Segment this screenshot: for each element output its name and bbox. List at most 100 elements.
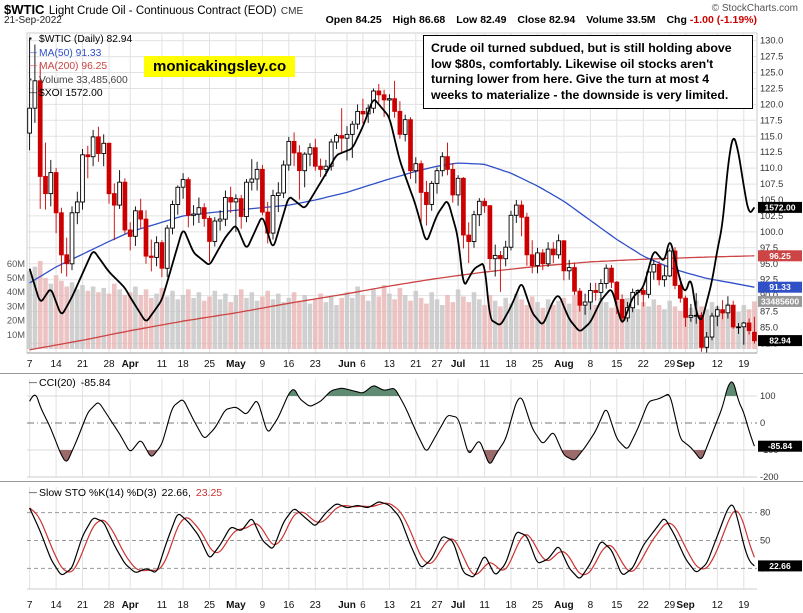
- svg-text:10M: 10M: [7, 330, 25, 340]
- svg-text:120.0: 120.0: [760, 99, 783, 109]
- svg-text:23: 23: [310, 359, 322, 370]
- svg-text:7: 7: [27, 359, 33, 370]
- legend-xoi-label: $XOI 1572.00: [39, 88, 103, 100]
- svg-text:11: 11: [479, 359, 490, 370]
- svg-text:28: 28: [103, 600, 115, 611]
- xoi-line-icon: —: [29, 88, 37, 98]
- chg-value: -1.00 (-1.19%): [689, 14, 757, 26]
- svg-text:20M: 20M: [7, 316, 25, 326]
- svg-text:Jul: Jul: [451, 359, 466, 370]
- open-value: 84.25: [355, 14, 382, 26]
- svg-text:100: 100: [760, 391, 776, 401]
- svg-text:125.0: 125.0: [760, 68, 783, 78]
- legend-ma200-label: MA(200) 96.25: [39, 61, 108, 73]
- svg-text:19: 19: [738, 359, 750, 370]
- svg-text:15: 15: [611, 600, 623, 611]
- svg-text:107.5: 107.5: [760, 179, 783, 189]
- svg-text:8: 8: [588, 359, 594, 370]
- svg-text:6: 6: [360, 600, 366, 611]
- svg-text:Aug: Aug: [554, 359, 573, 370]
- svg-text:25: 25: [204, 600, 216, 611]
- low-label: Low: [456, 14, 478, 26]
- svg-text:33485600: 33485600: [761, 296, 799, 306]
- svg-text:127.5: 127.5: [760, 52, 783, 62]
- cci-legend: — CCI(20) -85.84: [29, 377, 111, 389]
- chart-title: Light Crude Oil - Continuous Contract (E…: [48, 5, 277, 17]
- volume-value: 33.5M: [626, 14, 656, 26]
- svg-text:105.0: 105.0: [760, 195, 783, 205]
- svg-text:13: 13: [384, 600, 396, 611]
- sto-k-value: 22.66,: [161, 487, 191, 499]
- svg-text:-200: -200: [760, 472, 779, 481]
- legend-item-volume: ▪ Volume 33,485,600: [29, 74, 132, 88]
- close-label: Close: [517, 14, 546, 26]
- svg-text:21: 21: [77, 600, 89, 611]
- svg-text:18: 18: [178, 600, 190, 611]
- svg-text:80: 80: [760, 508, 770, 518]
- svg-text:Apr: Apr: [122, 359, 139, 370]
- svg-text:112.5: 112.5: [760, 147, 783, 157]
- svg-text:22.66: 22.66: [769, 561, 791, 571]
- svg-text:11: 11: [157, 359, 168, 370]
- svg-text:7: 7: [27, 600, 33, 611]
- svg-text:91.33: 91.33: [769, 282, 791, 292]
- annotation-note: Crude oil turned subdued, but is still h…: [423, 35, 753, 110]
- svg-text:96.25: 96.25: [769, 251, 791, 261]
- sto-label: Slow STO %K(14) %D(3): [39, 487, 157, 499]
- svg-text:May: May: [226, 359, 246, 370]
- svg-text:30M: 30M: [7, 301, 25, 311]
- legend-item-xoi: — $XOI 1572.00: [29, 87, 132, 101]
- svg-text:Jul: Jul: [451, 600, 466, 611]
- svg-text:50M: 50M: [7, 273, 25, 283]
- svg-text:14: 14: [51, 359, 63, 370]
- close-value: 82.94: [548, 14, 576, 26]
- svg-text:97.5: 97.5: [760, 243, 778, 253]
- watermark: monicakingsley.co: [144, 56, 296, 77]
- sto-d-value: 23.25: [195, 487, 223, 499]
- svg-text:117.5: 117.5: [760, 115, 783, 125]
- svg-text:110.0: 110.0: [760, 163, 783, 173]
- open-label: Open: [325, 14, 353, 26]
- volume-label: Volume: [586, 14, 624, 26]
- svg-text:Apr: Apr: [122, 600, 139, 611]
- svg-text:18: 18: [505, 359, 517, 370]
- svg-text:16: 16: [283, 359, 295, 370]
- svg-text:15: 15: [611, 359, 623, 370]
- volume-bars-icon: ▪: [29, 74, 32, 84]
- ma50-line-icon: —: [29, 47, 37, 57]
- sto-series-icon: —: [29, 488, 37, 497]
- svg-text:29: 29: [664, 359, 676, 370]
- svg-text:8: 8: [588, 600, 594, 611]
- svg-text:Sep: Sep: [676, 600, 694, 611]
- svg-text:27: 27: [431, 600, 443, 611]
- svg-text:87.5: 87.5: [760, 307, 778, 317]
- svg-text:6: 6: [360, 359, 366, 370]
- chart-legend: ▪ $WTIC (Daily) 82.94 — MA(50) 91.33 — MA(2…: [29, 33, 132, 101]
- cci-label: CCI(20): [39, 377, 76, 389]
- svg-text:12: 12: [712, 600, 724, 611]
- svg-text:21: 21: [410, 600, 422, 611]
- svg-text:9: 9: [260, 359, 266, 370]
- high-label: High: [392, 14, 416, 26]
- svg-text:102.5: 102.5: [760, 211, 783, 221]
- legend-volume-label: Volume 33,485,600: [39, 74, 128, 86]
- svg-text:100.0: 100.0: [760, 227, 783, 237]
- cci-value: -85.84: [80, 377, 111, 389]
- legend-item-wtic: ▪ $WTIC (Daily) 82.94: [29, 33, 132, 47]
- legend-ma50-label: MA(50) 91.33: [39, 47, 102, 59]
- svg-text:25: 25: [532, 600, 544, 611]
- svg-text:11: 11: [157, 600, 168, 611]
- exchange-label: CME: [280, 6, 304, 17]
- svg-text:Aug: Aug: [554, 600, 573, 611]
- svg-text:11: 11: [479, 600, 490, 611]
- ma200-line-icon: —: [29, 61, 37, 71]
- svg-text:18: 18: [505, 600, 517, 611]
- svg-text:130.0: 130.0: [760, 36, 783, 46]
- svg-text:13: 13: [384, 359, 396, 370]
- svg-text:28: 28: [103, 359, 115, 370]
- svg-text:21: 21: [77, 359, 89, 370]
- legend-item-ma50: — MA(50) 91.33: [29, 47, 132, 61]
- svg-text:22: 22: [638, 359, 650, 370]
- price-chart-svg: 130.0 127.5 125.0 122.5 120.0 117.5 115.0 112.5…: [7, 32, 802, 370]
